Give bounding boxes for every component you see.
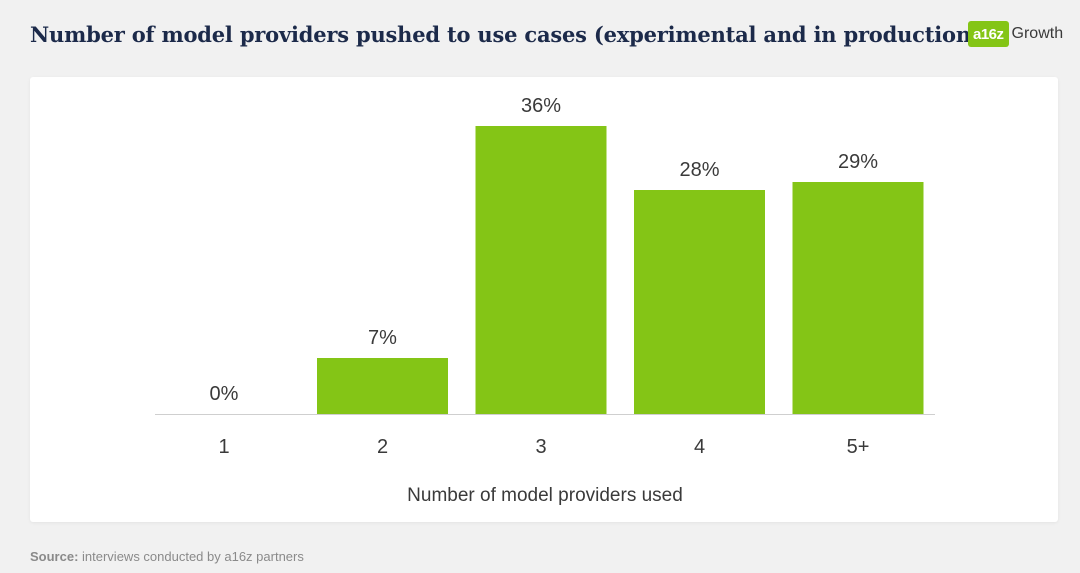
bar-4 bbox=[634, 190, 765, 414]
logo-text: Growth bbox=[1011, 25, 1064, 42]
source-label: Source: bbox=[30, 549, 79, 564]
a16z-growth-logo: a16z Growth bbox=[968, 16, 1063, 52]
source-note: Source: interviews conducted by a16z par… bbox=[30, 549, 304, 564]
x-tick-label: 1 bbox=[218, 436, 229, 458]
data-label: 36% bbox=[521, 95, 561, 117]
x-tick-label: 2 bbox=[377, 436, 388, 458]
data-label: 7% bbox=[368, 327, 397, 349]
bar-3 bbox=[475, 126, 607, 414]
x-tick-label: 5+ bbox=[847, 436, 870, 458]
bar-2 bbox=[317, 358, 448, 414]
data-label: 0% bbox=[210, 383, 239, 405]
data-label: 28% bbox=[679, 159, 719, 181]
x-tick-label: 4 bbox=[694, 436, 705, 458]
x-axis-label: Number of model providers used bbox=[407, 485, 683, 506]
bar-5 bbox=[792, 182, 924, 414]
x-tick-label: 3 bbox=[535, 436, 546, 458]
logo-badge: a16z bbox=[968, 21, 1009, 47]
source-text: interviews conducted by a16z partners bbox=[78, 549, 304, 564]
data-label: 29% bbox=[838, 151, 878, 173]
chart-title: Number of model providers pushed to use … bbox=[30, 22, 981, 47]
